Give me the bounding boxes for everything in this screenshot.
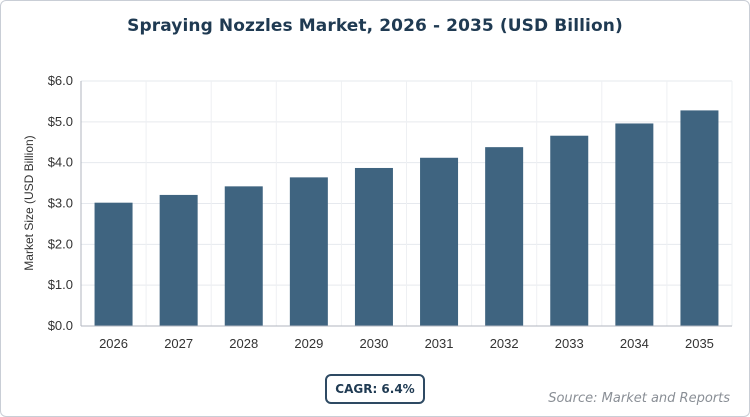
y-tick-labels: $0.0 $1.0 $2.0 $3.0 $4.0 $5.0 $6.0 [48,73,73,333]
x-tick-labels: 2026 2027 2028 2029 2030 2031 2032 2033 2034 2035 [99,336,714,351]
y-tick-label: $3.0 [48,196,73,211]
x-tick-label: 2030 [359,336,388,351]
cagr-badge: CAGR: 6.4% [325,374,425,404]
x-tick-label: 2026 [99,336,128,351]
bar-2031 [420,157,459,326]
bar-2033 [550,135,589,326]
bars [94,110,719,327]
bar-2035 [680,110,719,327]
y-tick-label: $4.0 [48,155,73,170]
bar-2032 [485,147,524,326]
x-tick-label: 2035 [685,336,714,351]
bar-2027 [159,194,198,326]
x-tick-label: 2031 [425,336,454,351]
bar-2034 [615,123,654,326]
y-tick-label: $5.0 [48,114,73,129]
bar-2028 [224,186,263,326]
x-tick-label: 2027 [164,336,193,351]
y-tick-label: $1.0 [48,277,73,292]
y-tick-label: $6.0 [48,73,73,88]
axes [80,81,732,327]
x-tick-label: 2029 [294,336,323,351]
x-tick-label: 2032 [490,336,519,351]
bar-2026 [94,202,133,326]
source-text: Source: Market and Reports [548,391,730,406]
y-tick-label: $0.0 [48,318,73,333]
chart-title: Spraying Nozzles Market, 2026 - 2035 (US… [127,16,623,36]
y-axis-title: Market Size (USD Billion) [22,135,36,270]
bar-2029 [289,177,328,326]
x-tick-label: 2034 [620,336,649,351]
x-tick-label: 2028 [229,336,258,351]
x-tick-label: 2033 [555,336,584,351]
bar-2030 [354,167,393,326]
y-tick-label: $2.0 [48,236,73,251]
